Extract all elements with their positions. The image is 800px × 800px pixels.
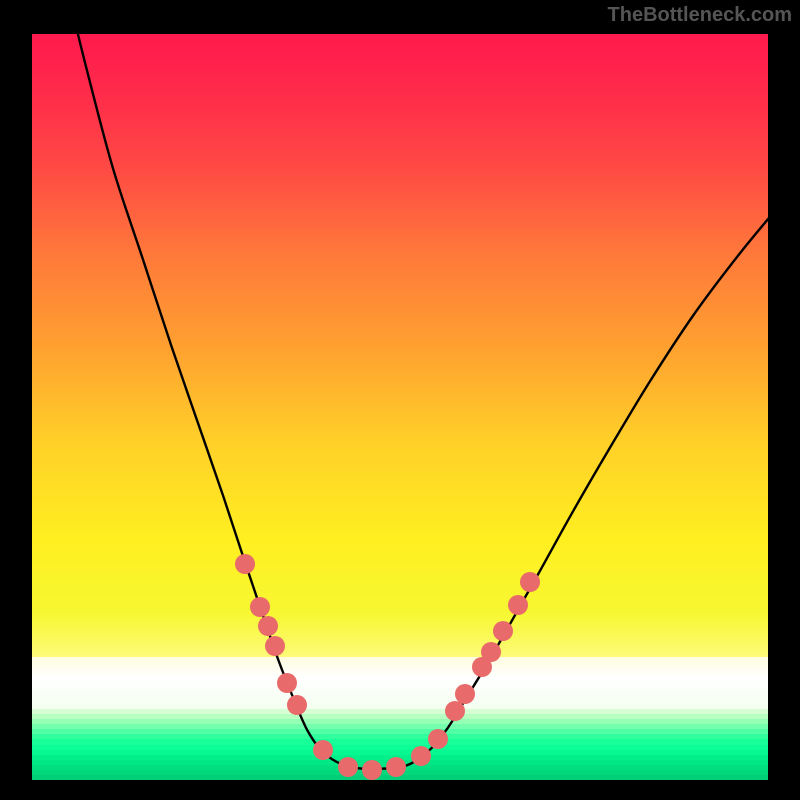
curve-marker [277,673,297,693]
curve-marker [411,746,431,766]
curve-marker [493,621,513,641]
chart-root: TheBottleneck.com [0,0,800,800]
curve-marker [386,757,406,777]
curve-marker [338,757,358,777]
curve-marker [235,554,255,574]
curve-marker [481,642,501,662]
curve-marker [428,729,448,749]
curve-path [72,34,768,769]
curve-marker [287,695,307,715]
watermark-text: TheBottleneck.com [608,4,792,27]
curve-marker [258,616,278,636]
curve-marker [508,595,528,615]
plot-area [32,34,768,780]
curve-marker [250,597,270,617]
curve-marker [520,572,540,592]
curve-marker [455,684,475,704]
bottleneck-curve [32,34,768,780]
curve-marker [362,760,382,780]
curve-marker [265,636,285,656]
curve-marker [445,701,465,721]
curve-marker [313,740,333,760]
